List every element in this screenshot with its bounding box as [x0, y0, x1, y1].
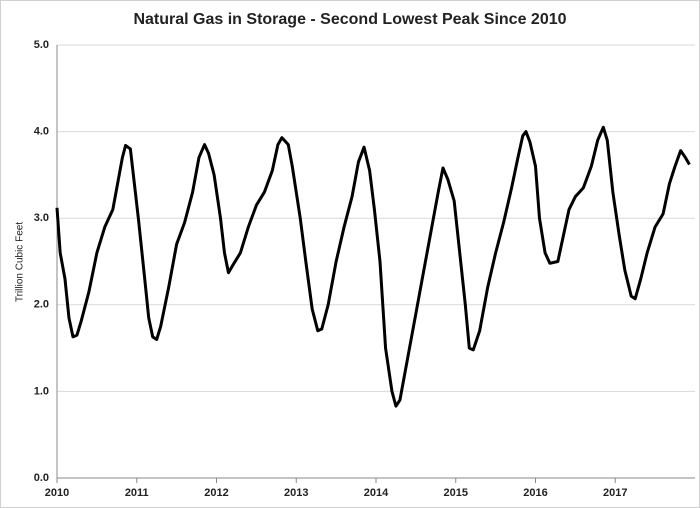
x-tick-label: 2013	[284, 487, 308, 499]
x-tick-label: 2015	[444, 487, 468, 499]
data-line	[55, 125, 691, 408]
x-tick-label: 2017	[603, 487, 627, 499]
x-tick-label: 2016	[523, 487, 547, 499]
y-tick-label: 3.0	[34, 212, 49, 224]
x-tick-label: 2014	[364, 487, 389, 499]
x-tick-label: 2011	[125, 487, 149, 499]
y-tick-label: 2.0	[34, 299, 49, 311]
x-tick-label: 2010	[45, 487, 69, 499]
y-axis-label: Trillion Cubic Feet	[15, 222, 26, 302]
x-tick-label: 2012	[204, 487, 228, 499]
y-tick-label: 5.0	[34, 39, 49, 51]
chart-title: Natural Gas in Storage - Second Lowest P…	[133, 11, 566, 28]
y-tick-label: 4.0	[34, 126, 49, 138]
y-tick-label: 1.0	[34, 385, 49, 397]
y-tick-label: 0.0	[34, 472, 49, 484]
